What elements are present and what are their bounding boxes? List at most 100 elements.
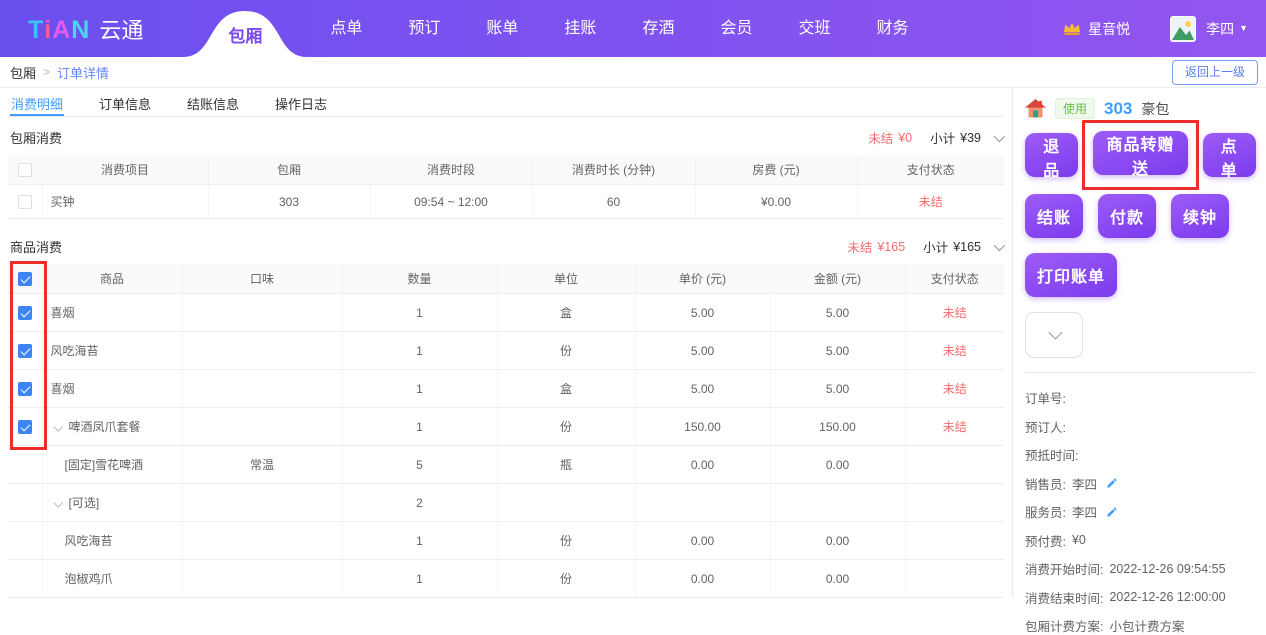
tab-结账信息[interactable]: 结账信息 [187,97,240,112]
goods-name-cell: 喜烟 [42,369,183,408]
column-header: 包厢 [208,155,371,185]
action-button-点单[interactable]: 点单 [1202,133,1256,180]
table-cell: 份 [497,331,636,370]
tab-操作日志[interactable]: 操作日志 [275,97,328,112]
column-header: 金额 (元) [770,264,906,294]
pay-status-cell [905,445,1004,484]
column-header: 消费时长 (分钟) [532,155,696,185]
expand-caret-icon[interactable] [52,497,63,508]
tab-消费明细[interactable]: 消费明细 [10,88,65,116]
goods-name: 泡椒鸡爪 [64,572,113,586]
table-cell [182,293,343,332]
nav-item[interactable]: 财务 [876,20,909,37]
room-info-row: 使用 303 豪包 [1025,98,1256,119]
table-cell: 09:54 ~ 12:00 [370,184,533,219]
action-button-退品[interactable]: 退品 [1025,133,1079,180]
table-row[interactable]: 喜烟 1 盒 5.00 5.00 未结 [8,369,1004,408]
table-cell [497,483,636,522]
goods-subtotal-amount: ¥165 [953,239,981,254]
status-text: 未结 [942,344,967,358]
nav-item[interactable]: 账单 [486,20,519,37]
table-row[interactable]: 风吃海苔 1 份 0.00 0.00 [8,521,1004,560]
checkbox[interactable] [17,162,32,177]
checkbox[interactable] [17,381,32,396]
detail-label: 消费结束时间: [1025,591,1104,606]
action-button-打印账单[interactable]: 打印账单 [1025,253,1118,297]
table-cell [635,483,771,522]
action-button-付款[interactable]: 付款 [1098,194,1157,238]
checkbox[interactable] [17,419,32,434]
table-row[interactable]: [可选] 2 [8,483,1004,522]
nav-item[interactable]: 点单 [330,20,363,37]
detail-row: 包厢计费方案: 小包计费方案 [1025,616,1256,635]
brand-suffix: 云通 [99,17,144,43]
app-logo: TiAN 云通 [28,13,143,45]
column-header: 数量 [342,264,498,294]
goods-name-cell: 风吃海苔 [42,521,183,560]
expand-caret-icon[interactable] [52,421,63,432]
more-actions-button[interactable] [1025,312,1083,358]
table-row[interactable]: 啤酒凤爪套餐 1 份 150.00 150.00 未结 [8,407,1004,446]
table-row[interactable]: [固定]雪花啤酒 常温 5 瓶 0.00 0.00 [8,445,1004,484]
action-button-续钟[interactable]: 续钟 [1171,194,1230,238]
table-row[interactable]: 买钟 303 09:54 ~ 12:00 60 ¥0.00 未结 [8,184,1004,219]
nav-item[interactable]: 存酒 [642,20,675,37]
room-action-panel: 使用 303 豪包 退品 商品转赠送 点单 结账 付款 续钟 打印账单 订单号: 预订人: 预抵… [1012,88,1266,634]
table-cell: 60 [532,184,696,219]
nav-item[interactable]: 会员 [720,20,753,37]
action-button-结账[interactable]: 结账 [1025,194,1084,238]
edit-pencil-icon[interactable] [1106,477,1118,489]
row-checkbox-cell [8,369,43,408]
goods-section-header: 商品消费 未结 ¥165 小计 ¥165 [10,237,1006,256]
table-cell: 1 [342,293,498,332]
table-cell: 0.00 [770,445,906,484]
edit-pencil-icon[interactable] [1106,506,1118,518]
table-cell [182,559,343,598]
avatar[interactable] [1170,15,1197,42]
crown-icon [1063,21,1081,36]
table-cell: 1 [342,331,498,370]
select-all-checkbox[interactable] [17,271,32,286]
nav-item[interactable]: 预订 [408,20,441,37]
room-section-meta: 未结 ¥0 小计 ¥39 [868,128,1006,147]
back-button[interactable]: 返回上一级 [1171,60,1258,85]
checkbox[interactable] [17,194,32,209]
table-cell: 5.00 [635,331,771,370]
tab-订单信息[interactable]: 订单信息 [99,97,152,112]
consume-item-cell: 买钟 [42,184,209,219]
nav-item[interactable]: 挂账 [564,20,597,37]
table-cell: 0.00 [635,559,771,598]
checkbox[interactable] [17,343,32,358]
app-root: TiAN 云通 包厢 点单 预订 账单 挂账 存酒 会员 交班 财务 星音悦 李四 ▼ 包厢 >… [0,0,1266,597]
breadcrumb-current: 订单详情 [57,65,110,81]
collapse-chevron-icon[interactable] [993,239,1006,251]
goods-consumption-table: 商品 口味 数量 单位 单价 (元) 金额 (元) 支付状态 喜烟 1 盒 5.00 5.00 未结 风吃… [8,264,1004,598]
breadcrumb-root[interactable]: 包厢 [10,65,37,81]
nav-item-active[interactable]: 包厢 [183,11,308,57]
table-cell: 5.00 [635,293,771,332]
checkbox[interactable] [17,305,32,320]
user-menu[interactable]: 李四 ▼ [1206,19,1248,39]
row-checkbox-cell [8,407,43,446]
nav-item[interactable]: 交班 [798,20,831,37]
table-row[interactable]: 风吃海苔 1 份 5.00 5.00 未结 [8,331,1004,370]
collapse-chevron-icon[interactable] [993,130,1006,142]
panel-buttons: 退品 商品转赠送 点单结账 付款 续钟打印账单 [1025,120,1256,297]
detail-value: 李四 [1071,477,1097,492]
goods-name: [固定]雪花啤酒 [64,458,144,472]
table-cell: 303 [208,184,371,219]
goods-section-meta: 未结 ¥165 小计 ¥165 [847,237,1006,256]
table-cell: 5.00 [770,293,906,332]
detail-label: 消费开始时间: [1025,563,1104,577]
store-name: 星音悦 [1088,20,1131,37]
action-button-商品转赠送[interactable]: 商品转赠送 [1093,131,1188,178]
column-header: 房费 (元) [695,155,858,185]
table-row[interactable]: 喜烟 1 盒 5.00 5.00 未结 [8,293,1004,332]
detail-value: 李四 [1071,506,1097,520]
pay-status-cell: 未结 [905,369,1004,408]
row-checkbox-cell [8,445,43,484]
table-row[interactable]: 泡椒鸡爪 1 份 0.00 0.00 [8,559,1004,598]
main-area: 消费明细 订单信息 结账信息 操作日志 包厢消费 未结 ¥0 小计 ¥39 消费项目包… [0,88,1266,634]
table-cell: 份 [497,521,636,560]
room-unsettled-label: 未结 [868,132,894,146]
